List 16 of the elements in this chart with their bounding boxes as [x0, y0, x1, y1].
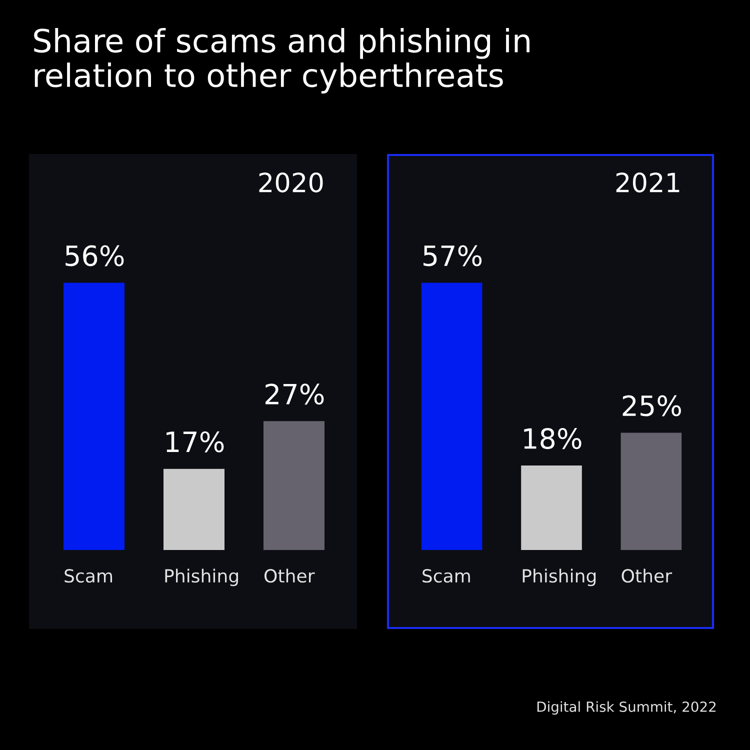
x-tick-label: Phishing	[165, 568, 238, 586]
x-tick-label: Other	[622, 568, 672, 583]
data-label: 25%	[622, 395, 681, 416]
text: Share of scams and phishing in relation to other cyberthreats	[34, 28, 530, 94]
text: Digital Risk Summit, 2022	[537, 701, 716, 715]
data-label: 17%	[166, 431, 224, 452]
data-label: 27%	[266, 384, 324, 405]
data-label: 57%	[424, 245, 482, 266]
data-label: 56%	[66, 245, 124, 266]
x-tick-label: Scam	[422, 569, 470, 583]
chart-title: 2020	[259, 172, 323, 192]
chart-title: 2021	[616, 172, 680, 192]
x-tick-label: Scam	[64, 569, 112, 583]
x-tick-label: Phishing	[522, 568, 596, 586]
data-label: 18%	[524, 428, 582, 450]
x-tick-label: Other	[264, 568, 315, 583]
